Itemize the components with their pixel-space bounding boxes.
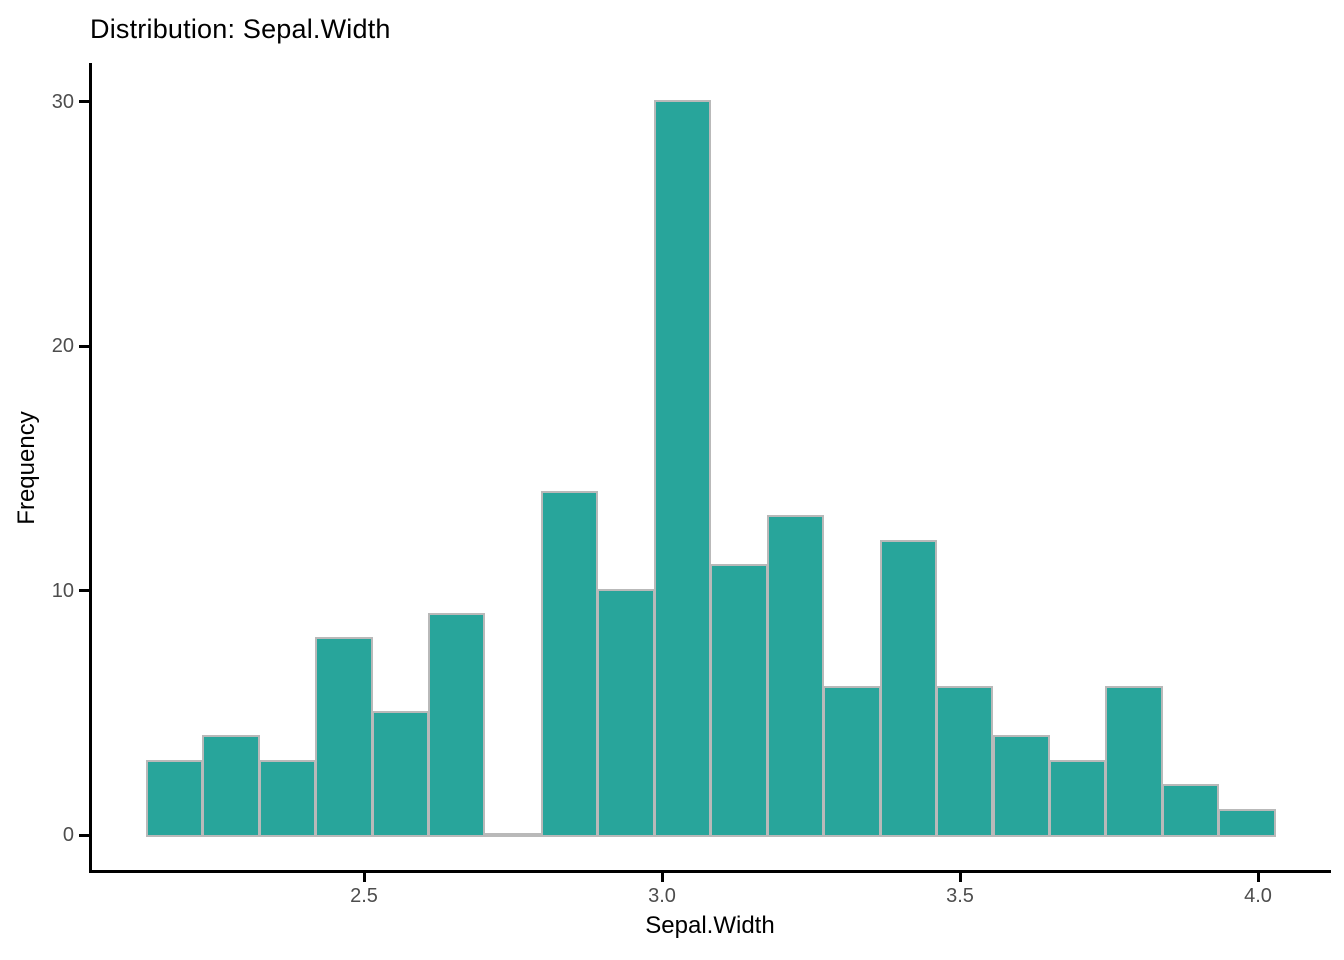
y-tick-label: 0 [62, 824, 74, 846]
histogram-bar [1105, 686, 1163, 837]
histogram-bar [145, 759, 204, 837]
x-tick-mark [958, 873, 962, 882]
histogram-bar [428, 613, 486, 837]
y-tick-label: 30 [51, 90, 74, 113]
y-axis-line [89, 63, 92, 873]
histogram-bar [597, 588, 655, 837]
histogram-bar [202, 735, 260, 837]
chart-title: Distribution: Sepal.Width [90, 14, 391, 44]
x-axis-label: Sepal.Width [645, 912, 775, 939]
histogram-bar [823, 686, 881, 837]
y-tick-mark [79, 100, 89, 103]
histogram-bar [484, 833, 542, 837]
y-axis-label: Frequency [13, 411, 40, 525]
histogram-bar [936, 686, 994, 837]
x-tick-label: 3.5 [946, 885, 974, 907]
histogram-bar [879, 539, 937, 837]
x-tick-label: 2.5 [350, 885, 378, 907]
x-tick-mark [660, 873, 664, 882]
x-tick-label: 3.0 [648, 885, 676, 907]
histogram-bar [258, 759, 317, 837]
x-axis-line [89, 870, 1331, 873]
x-tick-mark [1256, 873, 1260, 882]
y-tick-label: 20 [51, 335, 74, 357]
histogram-bar [710, 564, 768, 837]
y-tick-mark [79, 833, 89, 837]
y-tick-mark [79, 344, 89, 348]
histogram-bar [371, 710, 429, 838]
histogram-bar [315, 637, 373, 837]
histogram-bar [1048, 759, 1107, 837]
histogram-bar [653, 99, 712, 837]
histogram-bar [1218, 808, 1276, 837]
histogram-bar [992, 735, 1050, 837]
x-tick-mark [362, 873, 366, 882]
y-tick-mark [79, 589, 89, 592]
x-tick-label: 4.0 [1244, 885, 1272, 907]
histogram-bar [766, 515, 825, 837]
histogram-bar [1161, 784, 1220, 837]
histogram-bar [541, 490, 599, 837]
y-tick-label: 10 [51, 579, 74, 602]
